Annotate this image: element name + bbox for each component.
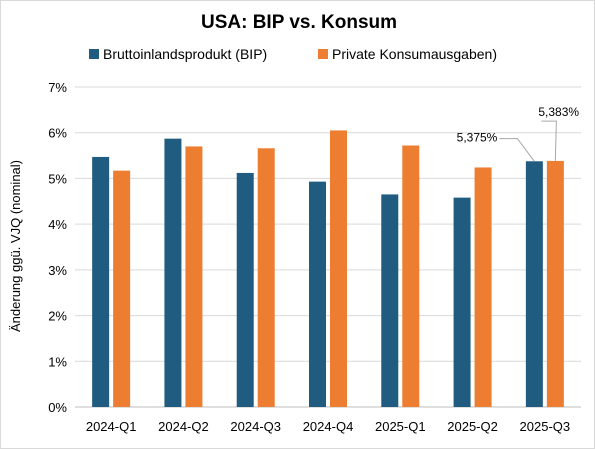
data-labels: 5,375% 5,383%: [457, 105, 579, 162]
x-axis-ticks: 2024-Q1 2024-Q2 2024-Q3 2024-Q4 2025-Q1 2025-…: [86, 419, 570, 434]
y-tick-label: 6%: [48, 126, 67, 141]
y-axis-label: Änderung ggü. VJQ (nominal): [8, 160, 23, 332]
y-tick-label: 2%: [48, 309, 67, 324]
legend-swatch-gdp: [89, 49, 99, 59]
x-tick-label: 2025-Q3: [520, 419, 571, 434]
chart-title: USA: BIP vs. Konsum: [201, 12, 397, 33]
x-tick-label: 2025-Q1: [375, 419, 426, 434]
bar-consumption: [330, 130, 347, 407]
bar-gdp: [381, 194, 399, 407]
bar-gdp: [164, 138, 182, 407]
y-tick-label: 1%: [48, 354, 67, 369]
bars: [92, 130, 564, 407]
y-tick-label: 4%: [48, 217, 67, 232]
legend-label-consumption: Private Konsumausgaben): [332, 46, 497, 62]
y-axis-ticks: 0% 1% 2% 3% 4% 5% 6% 7%: [48, 80, 67, 415]
bar-consumption: [402, 145, 420, 407]
bar-gdp: [236, 172, 254, 407]
leader-line: [541, 120, 557, 161]
bar-consumption: [474, 167, 492, 407]
data-label: 5,375%: [457, 131, 498, 145]
x-tick-label: 2024-Q3: [230, 419, 281, 434]
x-tick-label: 2025-Q2: [447, 419, 498, 434]
bar-consumption: [113, 170, 131, 407]
bar-consumption: [546, 160, 564, 407]
legend-swatch-consumption: [318, 49, 328, 59]
bar-gdp: [309, 181, 326, 407]
bar-consumption: [257, 148, 275, 407]
bar-gdp: [92, 156, 110, 407]
gridlines: [75, 86, 581, 408]
bar-consumption: [185, 146, 203, 407]
y-tick-label: 3%: [48, 263, 67, 278]
legend-label-gdp: Bruttoinlandsprodukt (BIP): [103, 46, 267, 62]
y-tick-label: 0%: [48, 400, 67, 415]
x-tick-label: 2024-Q1: [86, 419, 137, 434]
bar-gdp: [453, 197, 471, 407]
x-tick-label: 2024-Q4: [303, 419, 354, 434]
legend: Bruttoinlandsprodukt (BIP) Private Konsu…: [89, 46, 497, 62]
leader-line: [499, 138, 535, 162]
data-label: 5,383%: [538, 105, 579, 119]
x-tick-label: 2024-Q2: [158, 419, 209, 434]
y-tick-label: 5%: [48, 171, 67, 186]
y-tick-label: 7%: [48, 80, 67, 95]
bar-gdp: [525, 161, 543, 407]
